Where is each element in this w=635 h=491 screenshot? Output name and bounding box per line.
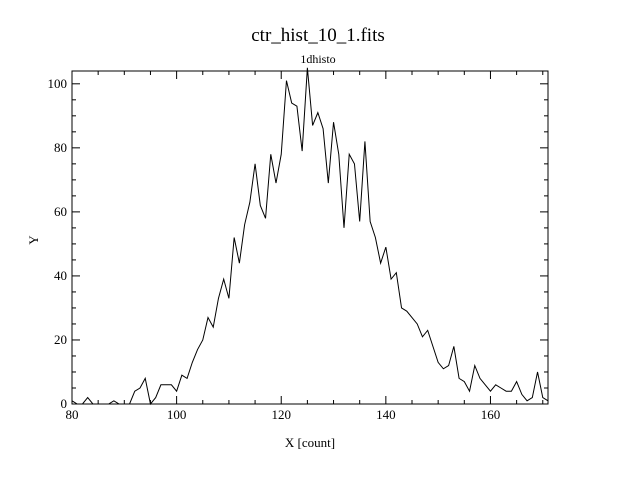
y-axis-label: Y: [26, 235, 41, 245]
y-tick-label: 100: [48, 76, 68, 91]
y-tick-label: 60: [54, 204, 67, 219]
y-tick-label: 40: [54, 268, 67, 283]
x-axis-label: X [count]: [285, 435, 335, 450]
chart-subtitle: 1dhisto: [300, 52, 335, 66]
y-tick-label: 20: [54, 332, 67, 347]
x-tick-label: 100: [167, 407, 187, 422]
x-tick-label: 80: [66, 407, 79, 422]
axis-ticks: 80 100 120 140 160 0 20 40 60 80 100: [48, 71, 548, 422]
series-line: [71, 67, 549, 406]
x-tick-label: 160: [481, 407, 501, 422]
x-tick-label: 120: [271, 407, 291, 422]
plot-area: [71, 67, 549, 406]
plot-frame: [71, 70, 549, 405]
y-tick-label: 0: [61, 396, 68, 411]
x-tick-label: 140: [376, 407, 396, 422]
chart-title: ctr_hist_10_1.fits: [251, 25, 385, 46]
y-tick-label: 80: [54, 140, 67, 155]
